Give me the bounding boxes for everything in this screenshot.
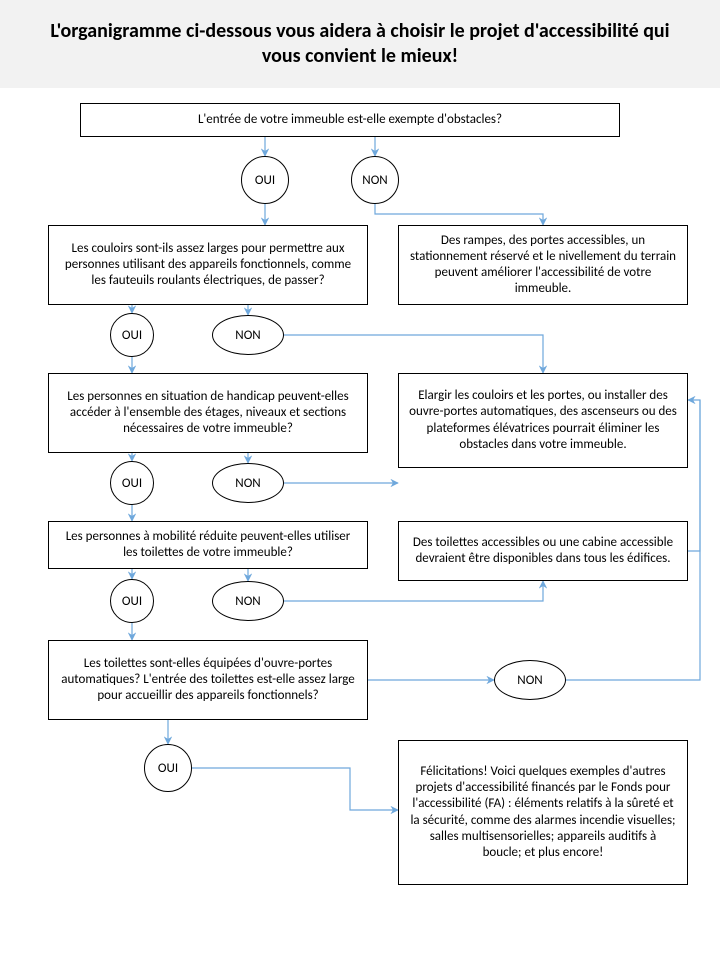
bubble-b5n: NON (494, 660, 566, 700)
bubble-b1y: OUI (241, 156, 289, 204)
bubble-b1n: NON (351, 156, 399, 204)
bubble-b3n: NON (212, 463, 284, 503)
bubble-b4n: NON (212, 581, 284, 621)
bubble-b5y: OUI (144, 744, 192, 792)
node-q2: Les couloirs sont-ils assez larges pour … (48, 225, 368, 305)
node-q5: Les toilettes sont-elles équipées d'ouvr… (48, 640, 368, 720)
node-r2: Elargir les couloirs et les portes, ou i… (398, 373, 688, 468)
node-q4: Les personnes à mobilité réduite peuvent… (48, 521, 368, 569)
page-title: L'organigramme ci-dessous vous aidera à … (0, 0, 720, 88)
bubble-b3y: OUI (110, 461, 154, 505)
node-r4: Félicitations! Voici quelques exemples d… (398, 740, 688, 885)
bubble-b2y: OUI (110, 313, 154, 357)
bubble-b2n: NON (212, 315, 284, 355)
node-r1: Des rampes, des portes accessibles, un s… (398, 225, 688, 305)
bubble-b4y: OUI (110, 579, 154, 623)
node-q1: L'entrée de votre immeuble est-elle exem… (80, 103, 620, 137)
node-r3: Des toilettes accessibles ou une cabine … (398, 521, 688, 581)
node-q3: Les personnes en situation de handicap p… (48, 373, 368, 453)
